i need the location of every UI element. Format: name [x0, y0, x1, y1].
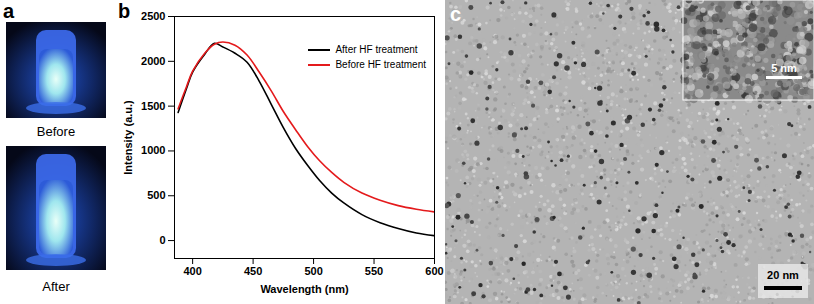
- svg-text:5 nm: 5 nm: [771, 62, 797, 74]
- svg-text:After: After: [42, 279, 70, 294]
- html-text:b: b: [118, 0, 131, 22]
- svg-text:550: 550: [365, 265, 383, 277]
- svg-text:600: 600: [425, 265, 443, 277]
- html-text:a: a: [3, 0, 15, 22]
- svg-text:500: 500: [147, 189, 165, 201]
- svg-text:0: 0: [159, 234, 165, 246]
- svg-text:Wavelength (nm): Wavelength (nm): [260, 283, 349, 295]
- svg-text:450: 450: [244, 265, 262, 277]
- svg-text:400: 400: [183, 265, 201, 277]
- svg-text:500: 500: [304, 265, 322, 277]
- svg-text:2000: 2000: [141, 55, 165, 67]
- svg-text:Before: Before: [37, 124, 75, 139]
- svg-text:1000: 1000: [141, 144, 165, 156]
- html-text:c: c: [450, 3, 462, 25]
- svg-text:Intensity (a.u.): Intensity (a.u.): [122, 100, 134, 175]
- svg-text:1500: 1500: [141, 100, 165, 112]
- svg-text:2500: 2500: [141, 10, 165, 22]
- svg-text:20 nm: 20 nm: [767, 269, 799, 281]
- html-text:Before HF treatment: Before HF treatment: [335, 59, 426, 70]
- html-text:After HF treatment: After HF treatment: [335, 44, 418, 55]
